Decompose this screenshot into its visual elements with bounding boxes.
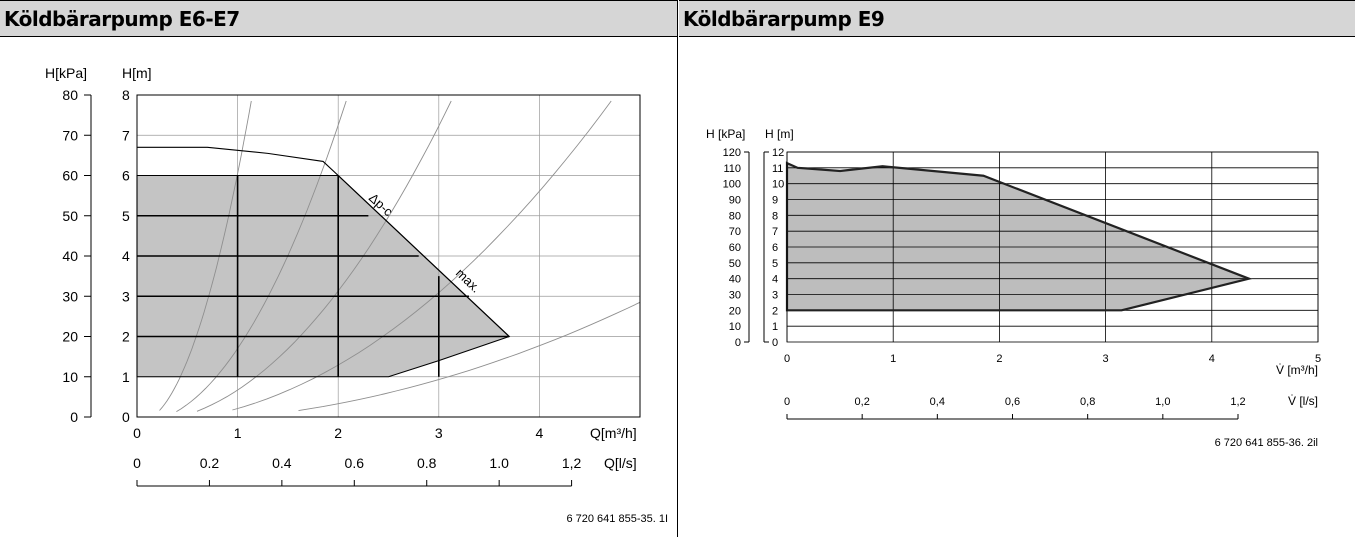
chart-title: Köldbärarpump E9 (683, 7, 885, 31)
x2-tick-label: 0,8 (1080, 396, 1095, 408)
y-tick-label-m: 2 (122, 329, 130, 345)
y-tick-label-m: 5 (772, 258, 778, 270)
y-tick-label-m: 3 (772, 290, 778, 302)
y-tick-label-m: 10 (772, 179, 784, 191)
system-curve (298, 301, 641, 412)
x-tick-label: 4 (536, 425, 544, 441)
chart-panel-e6-e7: Köldbärarpump E6-E7 Δp-c max. 0 10 20 30 40 50 6… (0, 0, 677, 537)
panel-header: Köldbärarpump E9 (679, 0, 1355, 37)
x-tick-label: 0 (784, 353, 790, 365)
y-tick-label-kpa: 50 (729, 258, 741, 270)
y-tick-label-kpa: 70 (62, 127, 78, 143)
y-tick-label-kpa: 110 (723, 163, 741, 175)
y-tick-label-m: 6 (122, 168, 130, 184)
y-tick-label-kpa: 120 (723, 147, 741, 159)
figure-code: 6 720 641 855-36. 2il (1215, 437, 1318, 449)
y-tick-label-m: 12 (772, 147, 784, 159)
x-tick-label: 2 (334, 425, 342, 441)
y-axis-label-kpa: H[kPa] (45, 65, 87, 81)
y-tick-label-m: 7 (122, 127, 130, 143)
x2-tick-label: 0,2 (855, 396, 870, 408)
x2-tick-label: 0.4 (272, 455, 292, 471)
operating-area (787, 163, 1249, 311)
x-axis-label: V̇ [m³/h] (1276, 363, 1318, 377)
system-curve (176, 100, 347, 412)
max-curve (137, 146, 510, 337)
system-curve (159, 100, 252, 411)
panel-header: Köldbärarpump E6-E7 (0, 0, 677, 37)
y-tick-label-kpa: 100 (723, 179, 741, 191)
y-tick-label-m: 8 (772, 210, 778, 222)
y-tick-label-m: 7 (772, 226, 778, 238)
x-tick-label: 5 (1315, 353, 1321, 365)
chart-title: Köldbärarpump E6-E7 (4, 7, 240, 31)
x-tick-label: 1 (890, 353, 896, 365)
y-tick-label-kpa: 20 (62, 329, 78, 345)
y-tick-label-kpa: 10 (62, 369, 78, 385)
x-tick-label: 3 (435, 425, 443, 441)
pump-curve-chart-e6-e7: Δp-cmax.01020304050607080H[kPa]012345678… (45, 65, 668, 525)
y-tick-label-m: 5 (122, 208, 130, 224)
y-tick-label-kpa: 50 (62, 208, 78, 224)
x2-tick-label: 0 (784, 396, 790, 408)
y-tick-label-m: 6 (772, 242, 778, 254)
y-axis-label-kpa: H [kPa] (706, 127, 745, 141)
plot-frame (786, 151, 1319, 343)
y-tick-label-kpa: 80 (729, 210, 741, 222)
x2-tick-label: 0,6 (1005, 396, 1020, 408)
y-tick-label-m: 3 (122, 288, 130, 304)
y-tick-label-kpa: 30 (62, 288, 78, 304)
y-tick-label-m: 2 (772, 305, 778, 317)
x2-tick-label: 1,0 (1155, 396, 1170, 408)
y-tick-label-kpa: 0 (70, 409, 78, 425)
system-curve (196, 100, 452, 412)
x-tick-label: 4 (1209, 353, 1215, 365)
x2-axis-label: Q[l/s] (604, 455, 637, 471)
x2-tick-label: 1,2 (1230, 396, 1245, 408)
y-tick-label-m: 0 (122, 409, 130, 425)
y-axis-label-m: H [m] (765, 127, 794, 141)
x2-axis-label: V̇ [l/s] (1288, 394, 1318, 408)
y-tick-label-m: 11 (772, 163, 783, 175)
y-tick-label-m: 8 (122, 87, 130, 103)
x2-tick-label: 1.0 (489, 455, 509, 471)
y-tick-label-m: 4 (772, 274, 778, 286)
plot-frame (136, 94, 641, 418)
y-tick-label-kpa: 20 (729, 305, 741, 317)
x-tick-label: 1 (234, 425, 242, 441)
y-tick-label-kpa: 40 (729, 274, 741, 286)
x2-tick-label: 0.2 (200, 455, 220, 471)
y-tick-label-kpa: 40 (62, 248, 78, 264)
y-axis-label-m: H[m] (122, 65, 152, 81)
chart-panel-e9: Köldbärarpump E9 0 10 20 30 40 50 60 70 80 90 100 1… (679, 0, 1355, 537)
y-tick-label-m: 4 (122, 248, 130, 264)
x-axis-label: Q[m³/h] (590, 425, 637, 441)
x2-tick-label: 0.6 (345, 455, 365, 471)
y-tick-label-kpa: 60 (62, 168, 78, 184)
y-tick-label-kpa: 0 (735, 337, 741, 349)
y-tick-label-m: 0 (772, 337, 778, 349)
y-tick-label-kpa: 60 (729, 242, 741, 254)
x2-tick-label: 1,2 (562, 455, 582, 471)
y-tick-label-m: 1 (122, 369, 130, 385)
x2-tick-label: 0,4 (930, 396, 945, 408)
figure-code: 6 720 641 855-35. 1I (566, 513, 668, 525)
y-tick-label-m: 1 (772, 321, 778, 333)
operating-area (137, 175, 510, 377)
x-tick-label: 2 (996, 353, 1002, 365)
y-tick-label-kpa: 30 (729, 290, 741, 302)
y-tick-label-kpa: 80 (62, 87, 78, 103)
panel-divider (677, 0, 678, 537)
x2-tick-label: 0 (133, 455, 141, 471)
x-tick-label: 0 (133, 425, 141, 441)
y-tick-label-kpa: 90 (729, 195, 741, 207)
x2-tick-label: 0.8 (417, 455, 437, 471)
y-tick-label-kpa: 10 (729, 321, 741, 333)
operating-area-outline (785, 161, 1253, 312)
x-tick-label: 3 (1103, 353, 1109, 365)
y-tick-label-m: 9 (772, 195, 778, 207)
system-curve (232, 100, 612, 411)
y-tick-label-kpa: 70 (729, 226, 741, 238)
